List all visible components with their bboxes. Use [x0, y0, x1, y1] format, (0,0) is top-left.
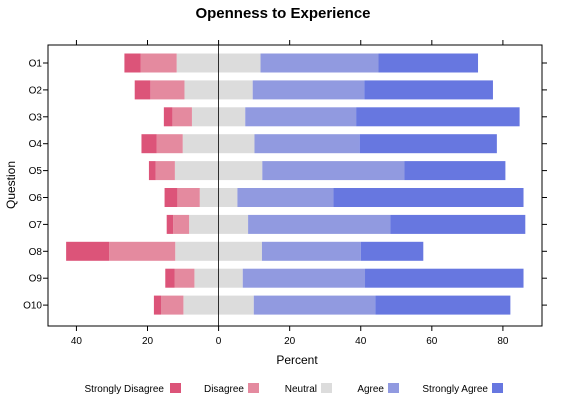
bar-O5-strongly-agree: [404, 161, 506, 181]
plot-frame: [47, 44, 543, 327]
bar-O9-strongly-disagree: [165, 268, 175, 288]
legend: Strongly Disagree Disagree Neutral Agree Str…: [85, 383, 503, 395]
bar-O3-strongly-agree: [356, 107, 520, 127]
bar-O6-strongly-agree: [333, 188, 524, 207]
y-tick-label: O8: [29, 247, 43, 258]
bar-O9-agree: [242, 268, 366, 288]
x-tick-label: 20: [142, 336, 154, 347]
legend-swatch: [321, 383, 332, 393]
bar-O6-agree: [237, 188, 334, 207]
bar-O3-disagree: [172, 107, 192, 127]
bar-O4-strongly-disagree: [141, 134, 157, 154]
y-axis: O1 O2 O3 O4 O5 O6 O7 O8 O9 O10: [23, 59, 547, 312]
y-tick-label: O2: [29, 85, 43, 96]
bar-O10-disagree: [161, 295, 184, 315]
bar-O7-agree: [248, 214, 391, 234]
bar-O10-strongly-disagree: [153, 295, 162, 315]
legend-swatch: [248, 383, 259, 393]
x-axis: 40 20 0 20 40 60 80: [71, 40, 509, 347]
bar-O2-agree: [252, 80, 365, 100]
bars-group: [66, 53, 526, 315]
bar-O7-disagree: [173, 214, 190, 234]
x-axis-label: Percent: [276, 353, 318, 367]
bar-O4-disagree: [156, 134, 183, 154]
legend-label: Disagree: [204, 384, 244, 395]
bar-O10-strongly-agree: [375, 295, 511, 315]
y-tick-label: O4: [29, 139, 43, 150]
bar-O7-strongly-agree: [390, 214, 526, 234]
legend-swatch: [492, 383, 503, 393]
legend-swatch: [388, 383, 399, 393]
x-tick-label: 60: [426, 336, 438, 347]
bar-O2-strongly-agree: [364, 80, 493, 100]
y-tick-label: O1: [29, 59, 43, 70]
bar-O1-strongly-agree: [378, 53, 479, 73]
legend-label: Strongly Agree: [422, 384, 488, 395]
legend-swatch: [170, 383, 181, 393]
bar-O5-disagree: [155, 161, 175, 181]
x-tick-label: 40: [355, 336, 367, 347]
bar-O2-disagree: [150, 80, 185, 100]
bar-O4-agree: [254, 134, 360, 154]
x-tick-label: 20: [284, 336, 296, 347]
bar-O10-agree: [253, 295, 376, 315]
bar-O5-strongly-disagree: [148, 161, 156, 181]
bar-O5-agree: [262, 161, 405, 181]
bar-O1-strongly-disagree: [124, 53, 141, 73]
y-tick-label: O6: [29, 193, 43, 204]
bar-O9-strongly-agree: [365, 268, 524, 288]
legend-label: Strongly Disagree: [85, 384, 165, 395]
y-tick-label: O9: [29, 274, 43, 285]
bar-O1-agree: [260, 53, 379, 73]
bar-O3-strongly-disagree: [163, 107, 173, 127]
y-tick-label: O10: [23, 301, 42, 312]
legend-label: Agree: [357, 384, 384, 395]
bar-O7-strongly-disagree: [166, 214, 174, 234]
bar-O2-strongly-disagree: [134, 80, 151, 100]
x-tick-label: 40: [71, 336, 83, 347]
y-axis-label: Question: [4, 161, 18, 209]
bar-O6-disagree: [177, 188, 200, 207]
bar-O9-disagree: [174, 268, 195, 288]
bar-O8-disagree: [109, 241, 176, 261]
bar-O8-strongly-disagree: [66, 241, 110, 261]
bar-O1-disagree: [140, 53, 177, 73]
bar-O4-strongly-agree: [359, 134, 497, 154]
legend-label: Neutral: [285, 384, 317, 395]
x-tick-label: 0: [216, 336, 222, 347]
y-tick-label: O5: [29, 166, 43, 177]
y-tick-label: O3: [29, 112, 43, 123]
bar-O6-strongly-disagree: [164, 188, 178, 207]
bar-O8-strongly-agree: [360, 241, 424, 261]
bar-O8-agree: [261, 241, 361, 261]
chart-title: Openness to Experience: [195, 5, 370, 22]
x-tick-label: 80: [497, 336, 509, 347]
bar-O3-agree: [245, 107, 357, 127]
y-tick-label: O7: [29, 220, 43, 231]
